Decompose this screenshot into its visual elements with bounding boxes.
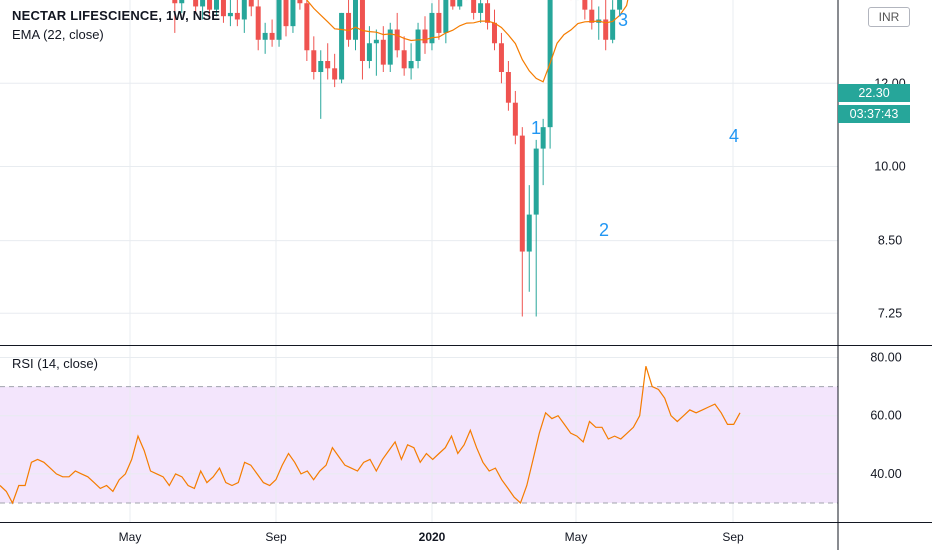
candle-body — [533, 148, 539, 215]
candle-body — [457, 0, 463, 7]
candle-body — [200, 0, 206, 7]
x-tick-label: 2020 — [419, 530, 446, 544]
last-price-tag: 22.30 — [838, 84, 910, 102]
candle-body — [498, 43, 504, 73]
candle-body — [172, 0, 178, 4]
x-tick-label: Sep — [722, 530, 744, 544]
candle-body — [478, 3, 484, 13]
candle-body — [290, 0, 296, 27]
candle-body — [429, 12, 435, 44]
wave-label-3: 3 — [618, 10, 628, 30]
rsi-tick-label: 60.00 — [870, 409, 901, 423]
candle-body — [241, 0, 247, 20]
candle-body — [443, 0, 449, 33]
candle-body — [346, 12, 352, 40]
candle-body — [380, 39, 386, 65]
candle-body — [422, 29, 428, 44]
candle-body — [582, 0, 588, 10]
ema-line — [305, 0, 629, 83]
wave-label-1: 1 — [531, 118, 541, 138]
candle-body — [193, 0, 199, 7]
candle-body — [387, 29, 393, 65]
candle-body — [450, 0, 456, 7]
candle-body — [214, 0, 219, 10]
rsi-pane — [0, 366, 838, 505]
countdown-tag: 03:37:43 — [838, 105, 910, 123]
candle-body — [512, 102, 518, 136]
candle-body — [269, 32, 275, 40]
candle-body — [471, 0, 477, 13]
candle-body — [297, 0, 303, 4]
candle-body — [276, 0, 282, 40]
candle-body — [179, 0, 185, 4]
rsi-band — [0, 386, 838, 503]
candle-body — [505, 72, 511, 103]
candle-body — [207, 0, 213, 10]
candle-body — [603, 19, 609, 40]
wave-label-4: 4 — [729, 126, 739, 146]
candle-body — [492, 22, 497, 44]
wave-label-2: 2 — [599, 220, 609, 240]
candle-body — [526, 214, 532, 252]
price-tick-label: 7.25 — [878, 306, 902, 320]
rsi-line — [0, 366, 741, 505]
candle-body — [401, 50, 407, 69]
rsi-legend[interactable]: RSI (14, close) — [12, 356, 98, 371]
candle-body — [220, 0, 226, 17]
candle-body — [589, 9, 595, 23]
rsi-tick-label: 40.00 — [870, 467, 901, 481]
candle-body — [373, 39, 379, 44]
x-tick-label: May — [119, 530, 142, 544]
candle-body — [283, 0, 289, 27]
candle-body — [394, 29, 400, 51]
candle-body — [485, 3, 491, 23]
candle-body — [540, 127, 546, 149]
price-pane[interactable]: 1 2 3 4 — [0, 0, 838, 317]
candle-body — [304, 3, 310, 51]
candle-body — [311, 50, 317, 73]
x-tick-label: Sep — [265, 530, 287, 544]
candle-body — [408, 61, 414, 69]
candle-body — [332, 68, 338, 80]
candle-body — [610, 9, 616, 40]
candle-body — [366, 43, 372, 62]
candle-body — [339, 12, 345, 80]
currency-badge[interactable]: INR — [868, 7, 910, 27]
candle-body — [262, 32, 268, 40]
candle-body — [234, 12, 240, 20]
x-tick-label: May — [565, 530, 588, 544]
candle-body — [318, 61, 324, 73]
rsi-tick-label: 80.00 — [870, 351, 901, 365]
candle-body — [325, 61, 331, 69]
grid — [0, 0, 838, 522]
candle-body — [248, 0, 254, 7]
price-tick-label: 10.00 — [874, 160, 905, 174]
candle-body — [617, 0, 623, 10]
candle-body — [353, 0, 358, 40]
candle-body — [227, 12, 233, 17]
ema-legend[interactable]: EMA (22, close) — [12, 27, 104, 42]
price-tick-label: 8.50 — [878, 234, 902, 248]
chart-title: NECTAR LIFESCIENCE, 1W, NSE — [12, 8, 221, 23]
candle-body — [519, 135, 525, 252]
candle-body — [255, 6, 261, 40]
candle-body — [415, 29, 421, 62]
candle-body — [436, 12, 442, 33]
